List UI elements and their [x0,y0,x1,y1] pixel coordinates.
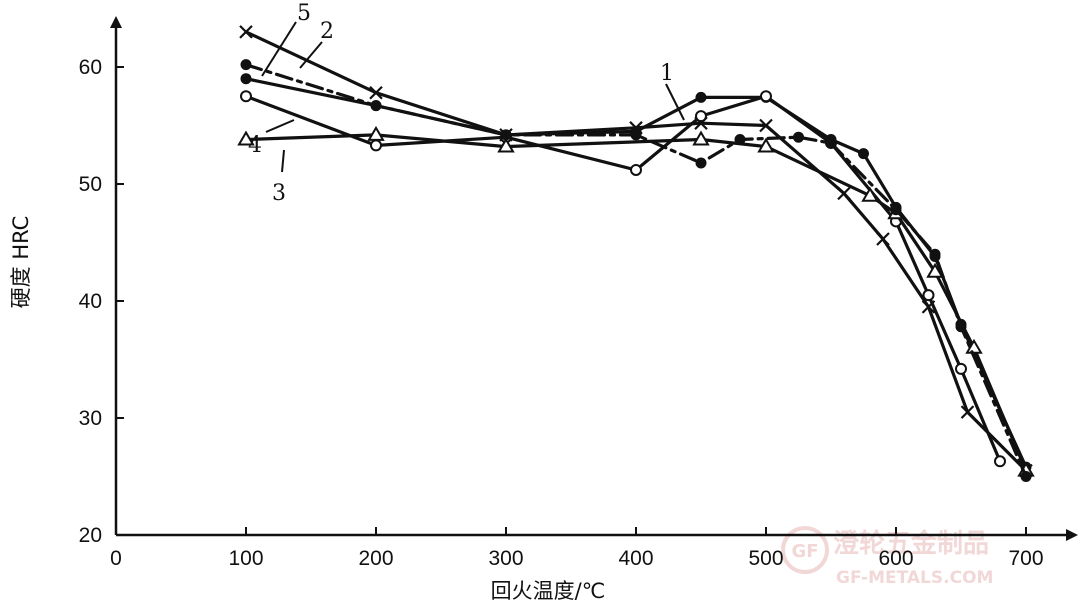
series-5 [240,59,1032,482]
data-point [858,148,869,160]
series-4 [237,125,1035,477]
series-line-5 [244,63,1028,479]
axis-tick-labels: 0 100 200 300 400 500 600 700 20 30 40 50 60 [79,56,1044,570]
callout-label-5: 5 [297,1,311,26]
data-point [926,262,944,278]
y-tick-label: 20 [79,524,102,547]
data-point [890,204,902,216]
data-point [955,362,967,375]
data-point [825,137,837,149]
x-axis-title: 回火温度/℃ [491,579,606,603]
x-tick-label: 700 [1008,547,1043,570]
callout-label-1: 1 [660,61,674,86]
y-tick-label: 40 [79,290,102,313]
data-point [793,131,804,143]
callout-label-2: 2 [320,19,334,44]
y-tick-label: 60 [79,56,102,79]
x-tick-label: 100 [228,547,263,570]
series-line-3 [244,94,1002,463]
callout-line-1 [665,83,685,121]
data-point [929,248,941,260]
data-point [370,139,382,152]
callout-line-3 [281,149,285,173]
callout-line-2 [299,41,323,69]
data-point [695,91,707,103]
data-point [757,137,775,153]
series-2 [239,25,1033,478]
data-point [955,321,967,333]
data-point [695,157,707,169]
data-point [630,129,642,141]
y-tick-label: 50 [79,173,102,196]
series-layer [237,25,1035,482]
data-point [861,186,879,202]
data-point [734,134,746,146]
callout-label-4: 4 [248,133,262,158]
curve-callouts: 1 2 3 4 5 [248,1,685,206]
data-point [237,130,255,146]
data-point [994,455,1006,468]
callout-label-3: 3 [272,181,286,206]
x-tick-label: 600 [878,547,913,570]
series-3 [240,90,1006,468]
watermark-logo: GF [791,541,818,562]
data-point [760,90,772,103]
data-point [630,163,642,176]
data-point [239,25,253,39]
data-point [370,100,382,112]
series-line-4 [244,133,1028,473]
watermark-logo-icon [781,526,829,574]
data-point [960,405,975,419]
data-point [1020,471,1032,482]
data-point [369,85,383,100]
data-point [500,129,512,141]
callout-line-4 [265,119,295,133]
data-point [497,137,515,153]
x-tick-label: 400 [618,547,653,570]
data-point [240,59,252,71]
watermark-en: GF-METALS.COM [836,568,993,588]
callout-line-5 [261,21,297,77]
axis-ticks [116,66,1027,535]
data-point [922,289,935,302]
watermark-cn: 澄轮五金制品 [833,528,989,559]
y-tick-label: 30 [79,407,102,430]
x-tick-label: 300 [488,547,523,570]
data-point [837,186,851,201]
data-point [692,130,710,146]
x-tick-label: 500 [748,547,783,570]
data-point [367,125,385,141]
x-tick-label: 200 [358,547,393,570]
data-point [695,110,707,123]
data-point [240,73,252,85]
data-point [876,232,890,246]
data-point [240,90,252,103]
y-axis-title: 硬度 HRC [9,216,33,309]
watermark: GF 澄轮五金制品 GF-METALS.COM [781,526,993,588]
x-tick-label: 0 [110,547,122,570]
data-point [759,118,773,133]
